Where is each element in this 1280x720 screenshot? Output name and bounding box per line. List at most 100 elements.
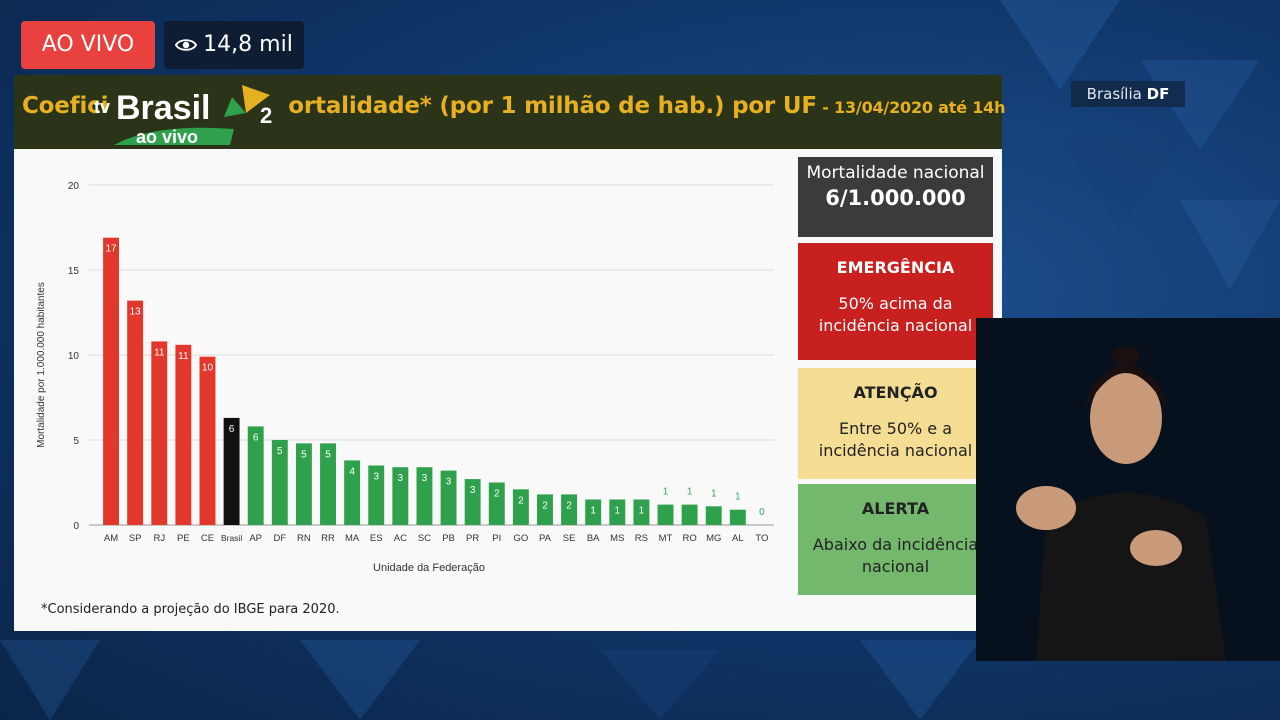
bar-AL xyxy=(729,509,746,525)
bar-SP xyxy=(127,300,144,525)
alert-desc: Abaixo da incidência nacional xyxy=(812,535,979,576)
y-tick-labels: 0 5 10 15 20 xyxy=(68,181,80,532)
svg-text:2: 2 xyxy=(260,103,272,128)
x-tick-label: AM xyxy=(104,533,118,544)
x-tick-label: AP xyxy=(249,533,262,544)
footnote: *Considerando a projeção do IBGE para 20… xyxy=(41,602,340,617)
y-tick-label: 20 xyxy=(68,181,80,192)
tv-brasil-logo: tv Brasil 2 ao vivo xyxy=(94,85,272,147)
y-tick-label: 15 xyxy=(68,266,80,277)
bar-MG xyxy=(705,506,722,525)
bar-RN xyxy=(295,443,312,525)
y-tick-label: 5 xyxy=(73,436,79,447)
bar-AC xyxy=(392,467,409,525)
bar-MA xyxy=(344,460,361,525)
bar-BA xyxy=(585,499,602,525)
x-tick-label: SE xyxy=(563,533,576,544)
bar-Brasil xyxy=(223,417,240,525)
svg-text:ao vivo: ao vivo xyxy=(136,127,198,147)
bar-value-label: 2 xyxy=(518,495,524,506)
x-tick-label: AC xyxy=(394,533,407,544)
bar-value-label: 17 xyxy=(105,244,117,255)
x-tick-label: PE xyxy=(177,533,190,544)
bar-AM xyxy=(103,237,120,525)
bar-value-label: 3 xyxy=(446,477,452,488)
bar-value-label: 6 xyxy=(229,424,235,435)
sign-language-interpreter xyxy=(976,318,1280,661)
x-tick-label: RO xyxy=(683,533,697,544)
x-tick-label: CE xyxy=(201,533,214,544)
bar-value-label: 1 xyxy=(615,506,621,517)
x-tick-label: PI xyxy=(492,533,501,544)
attention-title: ATENÇÃO xyxy=(853,383,938,402)
bar-GO xyxy=(512,489,529,525)
eye-icon xyxy=(175,39,198,51)
x-tick-label: RN xyxy=(297,533,311,544)
bar-value-label: 6 xyxy=(253,432,259,443)
slide-title-bar: Coefici ortalidade* (por 1 milhão de hab.… xyxy=(14,75,1006,149)
presentation-slide: Coefici ortalidade* (por 1 milhão de hab.… xyxy=(14,75,1006,631)
bar-value-label: 3 xyxy=(398,473,404,484)
x-tick-label: MT xyxy=(659,533,673,544)
bar-value-label: 2 xyxy=(542,500,548,511)
bar-SC xyxy=(416,467,433,525)
bar-value-label: 1 xyxy=(711,488,717,499)
x-tick-label: MS xyxy=(610,533,624,544)
bar-CE xyxy=(199,356,216,525)
bar-value-label: 1 xyxy=(735,492,741,503)
bar-AP xyxy=(247,426,264,525)
national-value: 6/1.000.000 xyxy=(825,186,966,210)
bar-value-label: 3 xyxy=(373,472,379,483)
attention-box: ATENÇÃO Entre 50% e a incidência naciona… xyxy=(798,368,993,479)
x-tick-label: SP xyxy=(129,533,142,544)
y-tick-label: 10 xyxy=(68,351,80,362)
bar-value-label: 1 xyxy=(687,487,693,498)
bar-RJ xyxy=(151,341,168,525)
bar-RO xyxy=(681,504,698,525)
bar-SE xyxy=(561,494,578,525)
bar-value-label: 2 xyxy=(566,500,572,511)
x-tick-label: MA xyxy=(345,533,360,544)
emergency-title: EMERGÊNCIA xyxy=(836,258,955,277)
bar-value-label: 0 xyxy=(759,507,765,518)
bar-RR xyxy=(320,443,336,525)
bar-PR xyxy=(464,479,481,525)
y-tick-label: 0 xyxy=(73,521,79,532)
x-tick-label: PA xyxy=(539,533,552,544)
bar-DF xyxy=(271,440,288,525)
bar-value-label: 5 xyxy=(277,446,283,457)
bar-value-label: 2 xyxy=(494,489,500,500)
x-tick-label: TO xyxy=(755,533,768,544)
svg-text:Brasil: Brasil xyxy=(116,89,211,127)
bar-ES xyxy=(368,465,385,525)
live-badge: AO VIVO xyxy=(21,21,155,69)
x-tick-label: SC xyxy=(418,533,431,544)
x-tick-label: PB xyxy=(442,533,455,544)
bar-PE xyxy=(175,344,192,525)
x-tick-label: Brasil xyxy=(221,533,242,543)
attention-desc: Entre 50% e a incidência nacional xyxy=(818,419,973,460)
svg-text:tv: tv xyxy=(94,97,110,117)
bar-MT xyxy=(657,504,674,525)
viewer-count: 14,8 mil xyxy=(164,21,304,69)
x-tick-label: MG xyxy=(706,533,721,544)
bar-value-label: 3 xyxy=(470,485,476,496)
x-tick-label: AL xyxy=(732,533,744,544)
slide-title: Coefici ortalidade* (por 1 milhão de hab.… xyxy=(22,93,1006,119)
bar-value-label: 5 xyxy=(325,449,331,460)
national-title: Mortalidade nacional xyxy=(806,163,985,183)
x-tick-label: BA xyxy=(587,533,600,544)
bar-value-label: 3 xyxy=(422,473,428,484)
x-tick-label: ES xyxy=(370,533,383,544)
bar-value-label: 5 xyxy=(301,449,307,460)
x-axis-label: Unidade da Federação xyxy=(373,562,485,574)
alert-box: ALERTA Abaixo da incidência nacional xyxy=(798,484,993,595)
x-tick-label: RS xyxy=(635,533,648,544)
bar-value-label: 1 xyxy=(663,487,669,498)
bar-value-label: 11 xyxy=(154,347,165,358)
bar-value-label: 11 xyxy=(178,351,189,362)
national-mortality-box: Mortalidade nacional 6/1.000.000 xyxy=(798,157,993,237)
location-tag: Brasília DF xyxy=(1071,81,1185,107)
